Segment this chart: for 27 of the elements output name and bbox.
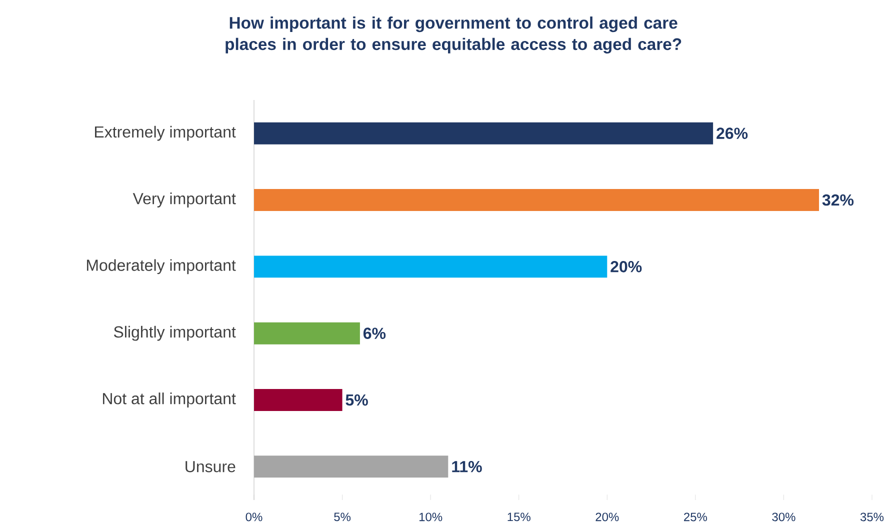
data-label: 32% bbox=[822, 194, 854, 206]
y-tick-label: Not at all important bbox=[103, 392, 236, 408]
x-tick-label: 0% bbox=[246, 512, 262, 522]
x-tick-label: 35% bbox=[860, 512, 884, 522]
chart-title: How important is it for government to control aged care places in order to ensure equitable access to aged care? bbox=[226, 16, 682, 54]
y-tick-label: Extremely important bbox=[95, 126, 236, 141]
data-label: 20% bbox=[610, 261, 642, 272]
data-label: 26% bbox=[716, 128, 748, 139]
data-label: 11% bbox=[452, 461, 482, 472]
y-tick-label: Slightly important bbox=[114, 326, 236, 341]
bar bbox=[254, 388, 342, 411]
bar bbox=[254, 188, 820, 211]
bar bbox=[254, 256, 608, 278]
data-label: 6% bbox=[363, 328, 386, 339]
x-tick-label: 25% bbox=[684, 512, 708, 522]
x-tick-label: 5% bbox=[334, 512, 351, 522]
bar bbox=[254, 456, 448, 478]
x-tick-label: 30% bbox=[772, 512, 796, 522]
y-tick-label: Very important bbox=[132, 192, 236, 208]
x-tick-label: 10% bbox=[419, 512, 442, 522]
data-label: 5% bbox=[346, 394, 368, 406]
y-tick-label: Unsure bbox=[186, 461, 236, 472]
y-tick-label: Moderately important bbox=[86, 259, 236, 274]
x-tick-label: 20% bbox=[596, 512, 619, 522]
bar bbox=[254, 122, 714, 144]
x-tick-label: 15% bbox=[508, 512, 530, 522]
bar bbox=[254, 322, 360, 344]
